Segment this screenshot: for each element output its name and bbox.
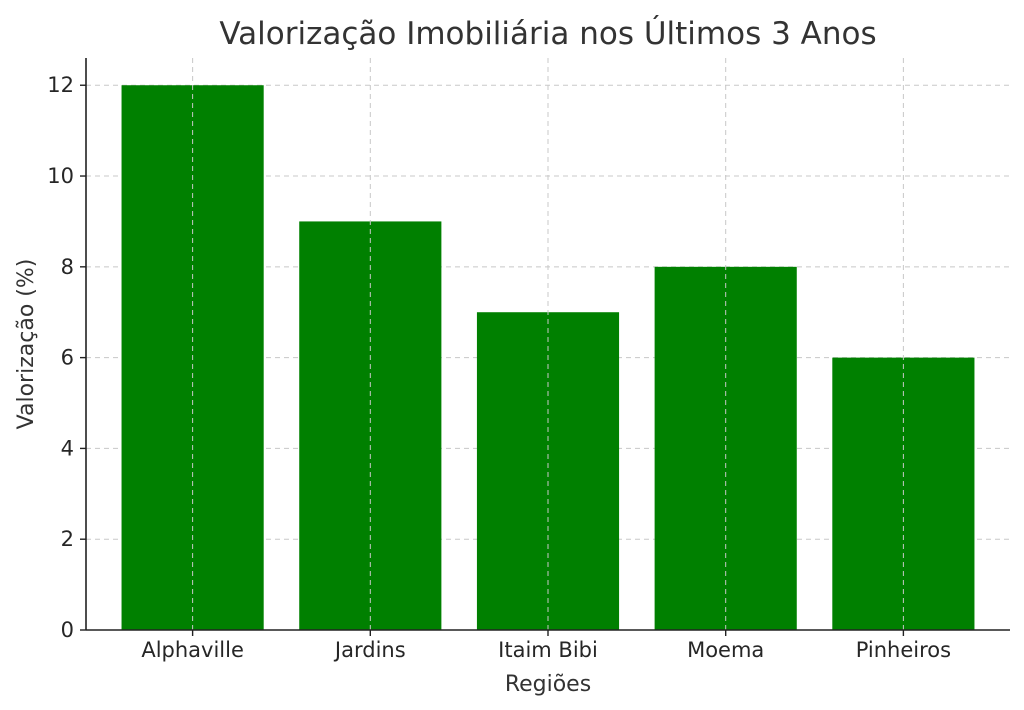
x-tick-label: Jardins	[333, 638, 406, 662]
y-tick-label: 8	[61, 255, 74, 279]
y-tick-label: 10	[47, 164, 74, 188]
y-tick-label: 12	[47, 73, 74, 97]
y-axis-label: Valorização (%)	[14, 259, 39, 430]
x-tick-label: Pinheiros	[856, 638, 951, 662]
y-tick-label: 2	[61, 527, 74, 551]
y-tick-label: 6	[61, 346, 74, 370]
x-tick-label: Itaim Bibi	[498, 638, 598, 662]
chart-title: Valorização Imobiliária nos Últimos 3 An…	[219, 15, 876, 52]
y-tick-label: 0	[61, 618, 74, 642]
x-tick-label: Alphaville	[141, 638, 244, 662]
x-axis-ticks: Alphaville Jardins Itaim Bibi Moema Pinheiro…	[141, 630, 951, 662]
x-axis-label: Regiões	[505, 672, 591, 697]
bar-jardins	[299, 221, 442, 630]
y-tick-label: 4	[61, 436, 74, 460]
x-tick-label: Moema	[687, 638, 764, 662]
y-axis-ticks: 0 2 4 6 8 10 12	[47, 73, 86, 642]
